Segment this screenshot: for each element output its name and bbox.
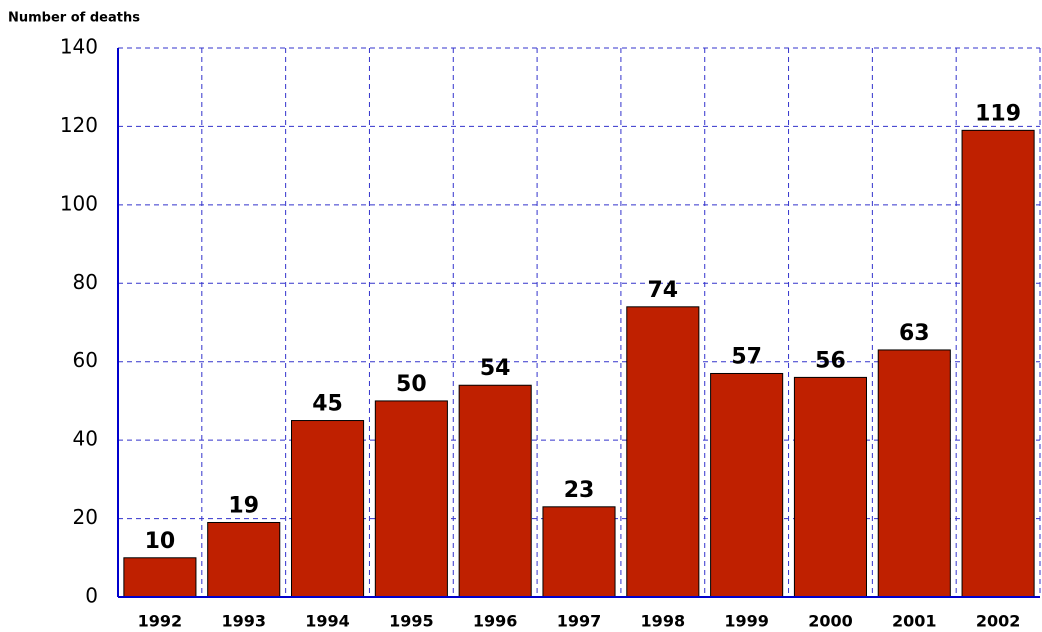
bar — [207, 521, 281, 598]
x-tick-label: 1999 — [724, 612, 769, 631]
y-tick-label: 120 — [60, 113, 98, 137]
bar — [961, 129, 1035, 598]
data-label: 50 — [396, 372, 427, 397]
x-tick-label: 1997 — [557, 612, 602, 631]
x-tick-label: 1998 — [641, 612, 686, 631]
data-label: 119 — [975, 101, 1021, 126]
data-label: 57 — [731, 344, 762, 369]
y-tick-label: 20 — [73, 505, 98, 529]
data-label: 19 — [228, 493, 259, 518]
bar — [877, 349, 951, 598]
bar — [291, 420, 365, 598]
data-label: 56 — [815, 348, 846, 373]
data-label: 23 — [564, 478, 595, 503]
bar — [793, 376, 867, 598]
data-label: 63 — [899, 321, 930, 346]
bar — [374, 400, 448, 598]
y-tick-label: 100 — [60, 191, 98, 215]
bar — [123, 557, 197, 598]
data-label: 10 — [145, 529, 176, 554]
y-tick-label: 80 — [73, 270, 98, 294]
x-tick-label: 2000 — [808, 612, 853, 631]
y-axis-label: Number of deaths — [8, 11, 140, 26]
y-tick-label: 140 — [60, 35, 98, 59]
y-tick-label: 0 — [85, 584, 98, 608]
y-tick-label: 60 — [73, 348, 98, 372]
bar — [710, 372, 784, 598]
x-tick-label: 1993 — [221, 612, 266, 631]
data-label: 54 — [480, 356, 511, 381]
bar — [626, 306, 700, 598]
bar — [458, 384, 532, 598]
data-label: 45 — [312, 392, 343, 417]
data-label: 74 — [648, 278, 679, 303]
x-tick-label: 2001 — [892, 612, 937, 631]
x-tick-label: 1992 — [138, 612, 183, 631]
bar — [542, 506, 616, 598]
x-tick-label: 1995 — [389, 612, 434, 631]
x-tick-label: 2002 — [976, 612, 1021, 631]
y-tick-label: 40 — [73, 427, 98, 451]
x-tick-label: 1996 — [473, 612, 518, 631]
x-tick-label: 1994 — [305, 612, 350, 631]
